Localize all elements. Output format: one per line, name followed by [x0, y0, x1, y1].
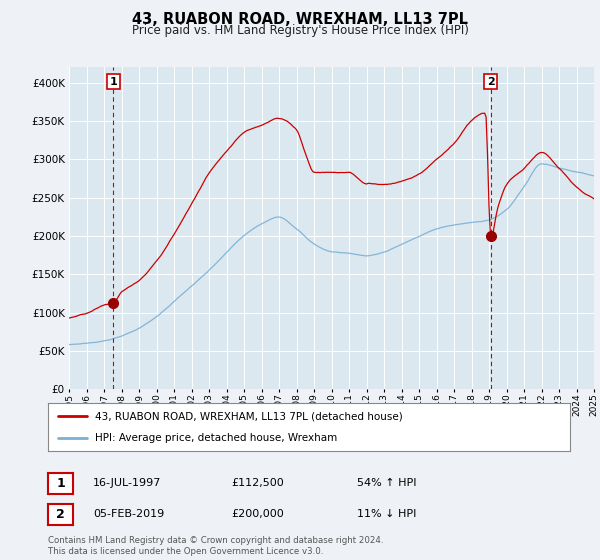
Text: 11% ↓ HPI: 11% ↓ HPI: [357, 509, 416, 519]
Text: 43, RUABON ROAD, WREXHAM, LL13 7PL: 43, RUABON ROAD, WREXHAM, LL13 7PL: [132, 12, 468, 27]
Text: 54% ↑ HPI: 54% ↑ HPI: [357, 478, 416, 488]
Text: 43, RUABON ROAD, WREXHAM, LL13 7PL (detached house): 43, RUABON ROAD, WREXHAM, LL13 7PL (deta…: [95, 411, 403, 421]
Text: £200,000: £200,000: [231, 509, 284, 519]
Text: 05-FEB-2019: 05-FEB-2019: [93, 509, 164, 519]
Text: 16-JUL-1997: 16-JUL-1997: [93, 478, 161, 488]
Text: 2: 2: [487, 77, 494, 87]
Text: 1: 1: [110, 77, 118, 87]
Text: £112,500: £112,500: [231, 478, 284, 488]
Text: Price paid vs. HM Land Registry's House Price Index (HPI): Price paid vs. HM Land Registry's House …: [131, 24, 469, 36]
Text: 1: 1: [56, 477, 65, 491]
Text: Contains HM Land Registry data © Crown copyright and database right 2024.
This d: Contains HM Land Registry data © Crown c…: [48, 536, 383, 556]
Text: 2: 2: [56, 508, 65, 521]
Text: HPI: Average price, detached house, Wrexham: HPI: Average price, detached house, Wrex…: [95, 433, 337, 443]
